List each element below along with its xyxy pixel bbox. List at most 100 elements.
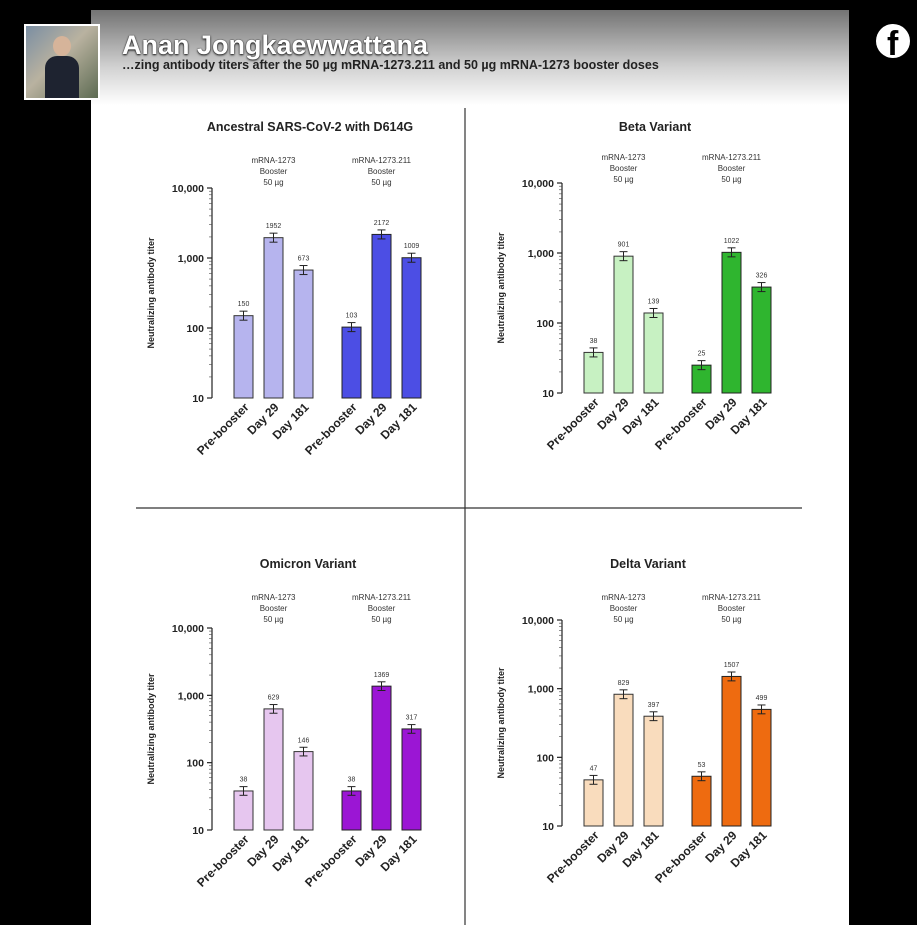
y-tick-label: 10,000: [522, 178, 554, 190]
group-header-line: mRNA-1273.211: [352, 156, 412, 165]
data-label: 397: [648, 702, 660, 709]
y-axis-label: Neutralizing antibody titer: [496, 232, 506, 344]
avatar-torso: [45, 56, 79, 100]
data-label: 499: [756, 695, 768, 702]
y-tick-label: 1,000: [528, 248, 554, 260]
group-header-line: 50 µg: [613, 615, 633, 624]
bar: [372, 234, 391, 398]
data-label: 146: [298, 737, 310, 744]
data-label: 38: [240, 777, 248, 784]
x-tick-label: Pre-booster: [544, 828, 602, 886]
bar: [372, 686, 391, 830]
group-header-line: Booster: [718, 164, 746, 173]
bar: [342, 791, 361, 830]
data-label: 1022: [724, 238, 740, 245]
x-tick-label: Pre-booster: [652, 828, 710, 886]
data-label: 38: [590, 338, 598, 345]
data-label: 317: [406, 715, 418, 722]
data-label: 2172: [374, 220, 390, 227]
group-header-line: 50 µg: [371, 178, 391, 187]
group-header-line: mRNA-1273: [601, 153, 646, 162]
group-header-line: Booster: [260, 167, 288, 176]
avatar-head: [53, 36, 71, 56]
group-header-line: mRNA-1273: [251, 593, 296, 602]
data-label: 53: [698, 762, 706, 769]
y-tick-label: 100: [186, 758, 204, 770]
chart-title: Beta Variant: [619, 120, 692, 134]
data-label: 1369: [374, 672, 390, 679]
bar: [264, 709, 283, 830]
chart-panel-4: Delta Variant 10 100 1,000 10,000 Neutralizin…: [496, 557, 771, 886]
group-header-line: Booster: [610, 604, 638, 613]
group-header-line: Booster: [260, 604, 288, 613]
group-header-line: mRNA-1273.211: [352, 593, 412, 602]
y-tick-label: 10: [542, 388, 554, 400]
data-label: 326: [756, 273, 768, 280]
group-header-line: 50 µg: [613, 175, 633, 184]
data-label: 1952: [266, 223, 282, 230]
y-tick-label: 100: [536, 752, 554, 764]
bar: [644, 716, 663, 826]
y-tick-label: 10,000: [172, 183, 204, 195]
group-header-line: 50 µg: [263, 178, 283, 187]
group-header-line: Booster: [718, 604, 746, 613]
data-label: 139: [648, 298, 660, 305]
bar: [752, 709, 771, 826]
bar: [402, 258, 421, 398]
y-tick-label: 100: [186, 323, 204, 335]
bar: [234, 316, 253, 398]
x-tick-label: Pre-booster: [544, 395, 602, 453]
data-label: 103: [346, 313, 358, 320]
y-tick-label: 1,000: [528, 684, 554, 696]
data-label: 901: [618, 242, 630, 249]
y-tick-label: 10: [192, 825, 204, 837]
x-tick-label: Pre-booster: [302, 832, 360, 890]
chart-title: Omicron Variant: [260, 557, 357, 571]
poster-avatar[interactable]: [24, 24, 100, 100]
facebook-logo-icon[interactable]: f: [876, 24, 910, 58]
chart-panel-2: Beta Variant 10 100 1,000 10,000 Neutralizing…: [496, 120, 771, 453]
group-header-line: 50 µg: [721, 175, 741, 184]
bar: [294, 752, 313, 830]
chart-title: Ancestral SARS-CoV-2 with D614G: [207, 120, 413, 134]
poster-name[interactable]: Anan Jongkaewwattana: [122, 30, 428, 61]
x-tick-label: Pre-booster: [194, 832, 252, 890]
bar: [722, 252, 741, 393]
data-label: 47: [590, 765, 598, 772]
y-tick-label: 1,000: [178, 690, 204, 702]
y-tick-label: 10,000: [172, 623, 204, 635]
group-header-line: 50 µg: [371, 615, 391, 624]
group-header-line: mRNA-1273.211: [702, 593, 762, 602]
group-header-line: mRNA-1273: [251, 156, 296, 165]
group-header-line: 50 µg: [263, 615, 283, 624]
y-axis-label: Neutralizing antibody titer: [146, 237, 156, 349]
bar: [234, 791, 253, 830]
bar: [294, 270, 313, 398]
bar: [722, 676, 741, 826]
data-label: 829: [618, 680, 630, 687]
data-label: 1009: [404, 243, 420, 250]
chart-panel-3: Omicron Variant 10 100 1,000 10,000 Neutraliz…: [146, 557, 421, 890]
x-tick-label: Pre-booster: [652, 395, 710, 453]
y-tick-label: 10: [542, 821, 554, 833]
data-label: 38: [348, 777, 356, 784]
data-label: 629: [268, 695, 280, 702]
x-tick-label: Pre-booster: [302, 400, 360, 458]
bar: [584, 352, 603, 393]
x-tick-label: Pre-booster: [194, 400, 252, 458]
group-header-line: Booster: [368, 604, 396, 613]
bar: [402, 729, 421, 830]
bar: [614, 694, 633, 826]
group-header-line: Booster: [368, 167, 396, 176]
y-axis-label: Neutralizing antibody titer: [146, 673, 156, 785]
y-tick-label: 1,000: [178, 253, 204, 265]
data-label: 150: [238, 301, 250, 308]
group-header-line: 50 µg: [721, 615, 741, 624]
y-tick-label: 10: [192, 393, 204, 405]
y-axis-label: Neutralizing antibody titer: [496, 667, 506, 779]
data-label: 25: [698, 351, 706, 358]
bar: [692, 776, 711, 826]
chart-panel-1: Ancestral SARS-CoV-2 with D614G 10 100 1,00…: [146, 120, 421, 458]
